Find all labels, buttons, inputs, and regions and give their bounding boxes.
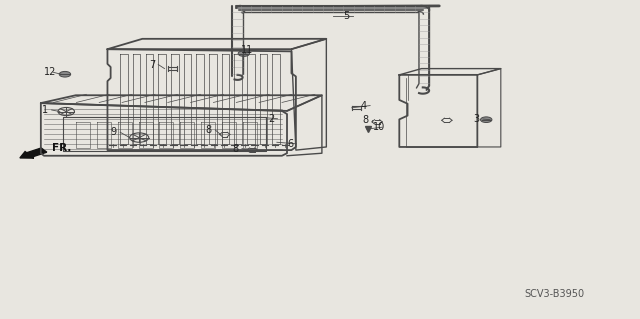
Text: 2: 2 — [268, 114, 274, 124]
Text: 10: 10 — [372, 122, 385, 132]
FancyArrow shape — [20, 148, 47, 158]
Text: 8: 8 — [232, 144, 239, 153]
Text: 1: 1 — [42, 105, 48, 115]
Text: 4: 4 — [360, 100, 367, 111]
Text: 7: 7 — [148, 60, 155, 70]
Text: SCV3-B3950: SCV3-B3950 — [525, 289, 585, 299]
Text: 8: 8 — [362, 115, 369, 125]
Text: 5: 5 — [344, 11, 349, 21]
Text: 8: 8 — [206, 125, 212, 135]
Text: 11: 11 — [241, 45, 253, 55]
Circle shape — [60, 71, 70, 77]
Text: FR.: FR. — [52, 143, 71, 152]
Text: 6: 6 — [287, 139, 293, 149]
Text: 3: 3 — [474, 114, 479, 124]
Text: 12: 12 — [44, 67, 56, 78]
Circle shape — [481, 117, 492, 122]
Text: 9: 9 — [111, 127, 116, 137]
Circle shape — [238, 51, 250, 56]
